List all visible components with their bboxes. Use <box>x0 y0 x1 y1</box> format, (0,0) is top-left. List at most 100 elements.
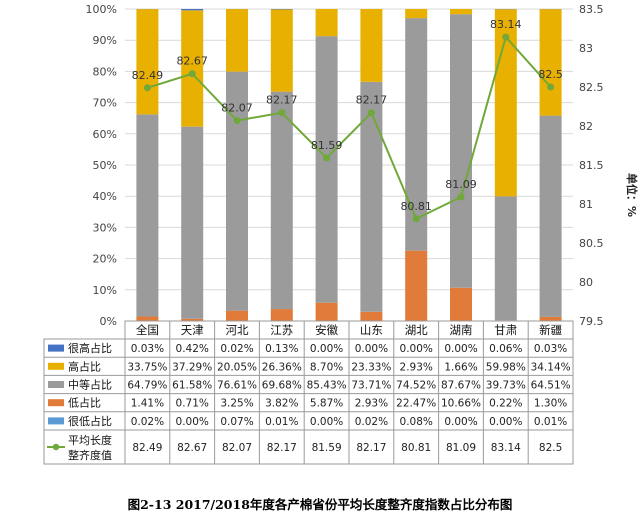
table-cell-value: 0.00% <box>310 416 343 428</box>
table-cell-value: 0.00% <box>489 416 522 428</box>
y-right-tick-label: 80 <box>579 276 593 289</box>
bar-segment-high <box>315 9 338 37</box>
legend-line-marker <box>52 443 60 451</box>
table-cell-value: 59.98% <box>486 361 526 373</box>
bar-segment-medium <box>450 14 472 288</box>
bar-segment-low <box>539 316 562 321</box>
legend-swatch-very-high <box>48 344 64 352</box>
average-data-label: 82.67 <box>176 55 208 68</box>
table-cell-value: 26.36% <box>262 361 302 373</box>
table-cell-value: 87.67% <box>441 380 481 392</box>
average-point <box>412 215 420 223</box>
category-label: 湖南 <box>450 323 473 337</box>
bar-segment-medium <box>494 196 517 321</box>
table-cell-value: 1.30% <box>534 398 567 410</box>
table-cell-value: 8.70% <box>310 361 343 373</box>
bar-segment-low <box>450 287 472 321</box>
table-cell-value: 0.71% <box>176 398 209 410</box>
table-cell-value: 0.03% <box>534 343 567 355</box>
table-cell-value: 82.67 <box>177 442 207 454</box>
table-cell-value: 33.75% <box>127 361 167 373</box>
average-point <box>188 70 196 78</box>
bar-segment-medium <box>539 115 562 317</box>
table-cell-value: 0.00% <box>444 416 477 428</box>
legend-label: 整齐度值 <box>68 448 112 462</box>
y-left-tick-label: 80% <box>93 65 117 78</box>
table-cell-value: 10.66% <box>441 398 481 410</box>
category-label: 甘肃 <box>494 323 517 337</box>
y-left-tick-label: 90% <box>93 34 117 47</box>
table-cell-value: 0.08% <box>400 416 433 428</box>
bar-segment-high <box>226 9 248 72</box>
table-cell-value: 0.42% <box>176 343 209 355</box>
table-cell-value: 5.87% <box>310 398 343 410</box>
category-label: 新疆 <box>539 323 562 337</box>
y-left-tick-label: 20% <box>93 253 117 266</box>
bar-segment-medium <box>315 36 338 303</box>
bar-segment-low <box>270 309 293 321</box>
average-data-label: 81.59 <box>311 139 343 152</box>
legend-label: 很低占比 <box>68 414 112 428</box>
bar-segment-high <box>405 9 428 19</box>
table-cell-value: 74.52% <box>396 380 436 392</box>
table-cell-value: 80.81 <box>401 442 431 454</box>
bar-segment-medium <box>136 114 159 317</box>
table-cell-value: 1.66% <box>444 361 477 373</box>
table-cell-value: 0.02% <box>220 343 253 355</box>
bar-segment-low <box>360 311 383 321</box>
figure-caption: 图2-13 2017/2018年度各产棉省份平均长度整齐度指数占比分布图 <box>127 497 513 512</box>
average-point <box>367 109 375 117</box>
y-left-tick-label: 0% <box>100 315 117 328</box>
y-right-tick-label: 79.5 <box>579 315 604 328</box>
table-cell-value: 0.02% <box>355 416 388 428</box>
y-right-axis-label: 单位：% <box>625 173 639 217</box>
table-cell-value: 0.01% <box>265 416 298 428</box>
table-cell-value: 2.93% <box>400 361 433 373</box>
table-cell-value: 0.00% <box>444 343 477 355</box>
average-point <box>233 117 241 125</box>
y-right-tick-label: 81.5 <box>579 159 604 172</box>
table-cell-value: 0.13% <box>265 343 298 355</box>
legend-swatch-very-low <box>48 417 64 425</box>
average-data-label: 82.17 <box>356 94 388 107</box>
table-cell-value: 0.22% <box>489 398 522 410</box>
category-label: 江苏 <box>270 323 293 337</box>
average-line <box>147 35 552 221</box>
table-cell-value: 64.79% <box>127 380 167 392</box>
table-cell-value: 76.61% <box>217 380 257 392</box>
category-label: 河北 <box>226 323 249 337</box>
average-point <box>143 84 151 92</box>
bar-segment-high <box>270 9 293 92</box>
average-data-label: 82.17 <box>266 94 298 107</box>
bar-segment-medium <box>226 71 248 311</box>
table-cell-value: 0.00% <box>310 343 343 355</box>
average-point <box>457 193 465 201</box>
legend-label: 平均长度 <box>68 433 112 447</box>
bar-segment-low <box>405 250 428 321</box>
y-left-tick-label: 60% <box>93 128 117 141</box>
bar-segment-low <box>226 310 248 321</box>
y-left-tick-label: 10% <box>93 284 117 297</box>
average-data-label: 83.14 <box>490 18 522 31</box>
table-cell-value: 2.93% <box>355 398 388 410</box>
average-data-label: 82.07 <box>221 102 253 115</box>
legend-label: 很高占比 <box>68 341 112 355</box>
average-data-label: 80.81 <box>400 200 432 213</box>
average-data-label: 81.09 <box>445 178 477 191</box>
table-cell-value: 69.68% <box>262 380 302 392</box>
table-cell-value: 73.71% <box>351 380 391 392</box>
table-cell-value: 0.00% <box>400 343 433 355</box>
table-cell-value: 37.29% <box>172 361 212 373</box>
table-cell-value: 0.01% <box>534 416 567 428</box>
bar-segment-very-high <box>181 9 204 11</box>
y-right-tick-label: 81 <box>579 198 593 211</box>
bar-segment-high <box>360 9 383 82</box>
bar-segment-medium <box>270 91 293 310</box>
legend-label: 高占比 <box>68 359 101 373</box>
legend-label: 中等占比 <box>68 378 112 392</box>
table-cell-value: 0.02% <box>131 416 164 428</box>
average-data-label: 82.5 <box>538 68 563 81</box>
table-cell-value: 83.14 <box>491 442 521 454</box>
bar-segment-high <box>181 10 204 127</box>
legend-label: 低占比 <box>68 396 101 410</box>
